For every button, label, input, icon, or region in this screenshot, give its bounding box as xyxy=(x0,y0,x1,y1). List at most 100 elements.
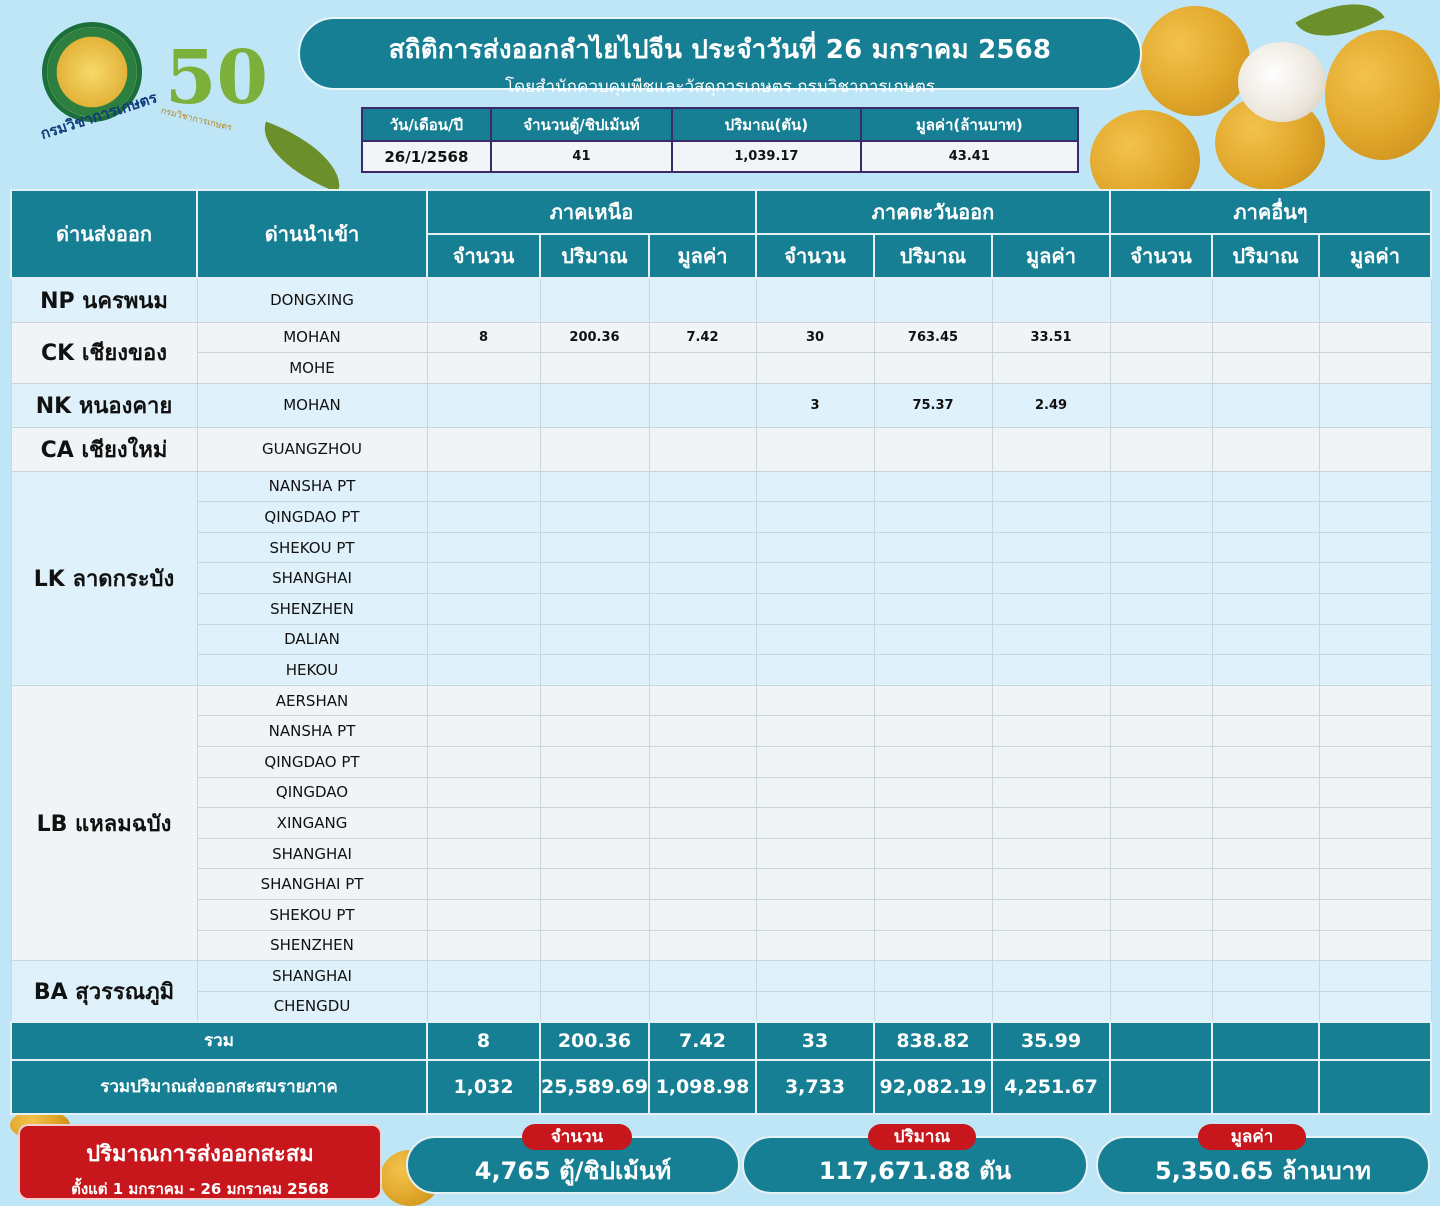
table-row: SHEKOU PT xyxy=(11,899,1432,931)
total-east-count: 33 xyxy=(755,1020,875,1061)
table-row: LK ลาดกระบัง NANSHA PT xyxy=(10,470,1432,686)
import-port: MOHAN xyxy=(196,382,428,428)
north-value: 7.42 xyxy=(648,321,757,354)
table-row: MOHE xyxy=(11,352,1432,384)
cumulative-north-value: 1,098.98 xyxy=(648,1058,757,1115)
table-row: QINGDAO PT xyxy=(11,501,1432,533)
summary-date: 26/1/2568 xyxy=(361,140,492,173)
subheader-count: จำนวน xyxy=(426,233,541,279)
cumulative-value-pill: 5,350.65 ล้านบาท xyxy=(1096,1136,1430,1194)
title-banner: สถิติการส่งออกลำไยไปจีน ประจำวันที่ 26 ม… xyxy=(298,17,1142,97)
table-row: QINGDAO xyxy=(11,776,1432,809)
cumulative-value-tag: มูลค่า xyxy=(1198,1124,1306,1150)
header-region-east: ภาคตะวันออก xyxy=(754,189,1112,235)
east-volume: 763.45 xyxy=(873,321,993,354)
import-port: SHANGHAI xyxy=(196,960,428,992)
page-subtitle: โดยสำนักควบคุมพืชและวัสดุการเกษตร กรมวิช… xyxy=(504,77,936,97)
table-row: SHANGHAI PT xyxy=(11,868,1432,900)
subheader-count: จำนวน xyxy=(1109,233,1214,279)
import-port: QINGDAO PT xyxy=(196,746,428,778)
import-port: SHEKOU PT xyxy=(196,899,428,931)
import-port: MOHAN xyxy=(196,321,428,354)
export-checkpoint-ba: BA สุวรรณภูมิ xyxy=(10,960,198,1023)
export-checkpoint-ca: CA เชียงใหม่ xyxy=(10,426,198,472)
table-row: SHANGHAI xyxy=(11,837,1432,870)
subheader-value: มูลค่า xyxy=(648,233,757,279)
table-row: SHENZHEN xyxy=(11,593,1432,625)
subheader-volume: ปริมาณ xyxy=(873,233,993,279)
east-value: 2.49 xyxy=(991,382,1111,428)
total-label: รวม xyxy=(10,1020,428,1061)
cumulative-east-value: 4,251.67 xyxy=(990,1058,1112,1115)
summary-header-count: จำนวนตู้/ชิปเม้นท์ xyxy=(489,106,674,143)
cumulative-period: ตั้งแต่ 1 มกราคม - 26 มกราคม 2568 xyxy=(71,1180,329,1198)
table-row: HEKOU xyxy=(11,654,1432,686)
import-port: AERSHAN xyxy=(196,684,428,717)
total-east-volume: 838.82 xyxy=(873,1020,993,1061)
import-port: DONGXING xyxy=(196,277,428,323)
header-export-checkpoint: ด่านส่งออก xyxy=(10,189,198,279)
import-port: NANSHA PT xyxy=(196,715,428,748)
import-port: SHEKOU PT xyxy=(196,531,428,564)
department-seal-logo xyxy=(42,22,142,122)
cumulative-count-tag: จำนวน xyxy=(522,1124,632,1150)
total-row: รวม 8 200.36 7.42 33 838.82 35.99 xyxy=(10,1020,1433,1061)
export-checkpoint-lk: LK ลาดกระบัง xyxy=(10,470,198,686)
cumulative-label: รวมปริมาณส่งออกสะสมรายภาค xyxy=(10,1058,428,1115)
header-region-other: ภาคอื่นๆ xyxy=(1109,189,1433,235)
longan-fruit-decoration xyxy=(1325,30,1440,160)
cumulative-row: รวมปริมาณส่งออกสะสมรายภาค 1,032 25,589.6… xyxy=(10,1058,1433,1115)
import-port: DALIAN xyxy=(196,623,428,656)
table-row: SHEKOU PT xyxy=(11,531,1432,564)
east-volume: 75.37 xyxy=(873,382,993,428)
import-port: CHENGDU xyxy=(196,990,428,1023)
cumulative-period-box: ปริมาณการส่งออกสะสม ตั้งแต่ 1 มกราคม - 2… xyxy=(18,1124,382,1200)
summary-volume: 1,039.17 xyxy=(671,140,862,173)
total-north-count: 8 xyxy=(426,1020,541,1061)
east-count: 30 xyxy=(755,321,875,354)
subheader-count: จำนวน xyxy=(755,233,875,279)
table-row: CHENGDU xyxy=(11,990,1432,1023)
cumulative-volume-tag: ปริมาณ xyxy=(868,1124,976,1150)
summary-header-value: มูลค่า(ล้านบาท) xyxy=(859,106,1080,143)
anniversary-50-logo: 50 xyxy=(165,35,268,121)
cumulative-north-volume: 25,589.69 xyxy=(539,1058,650,1115)
import-port: SHANGHAI xyxy=(196,562,428,595)
daily-summary-table: วัน/เดือน/ปี จำนวนตู้/ชิปเม้นท์ ปริมาณ(ต… xyxy=(361,106,1080,173)
cumulative-north-count: 1,032 xyxy=(426,1058,541,1115)
total-north-volume: 200.36 xyxy=(539,1020,650,1061)
subheader-value: มูลค่า xyxy=(1318,233,1433,279)
summary-header-volume: ปริมาณ(ตัน) xyxy=(671,106,862,143)
table-row: NK หนองคาย MOHAN 3 75.37 2.49 xyxy=(10,382,1432,428)
export-checkpoint-ck: CK เชียงของ xyxy=(10,321,198,384)
import-port: HEKOU xyxy=(196,654,428,686)
subheader-volume: ปริมาณ xyxy=(539,233,650,279)
import-port: SHANGHAI xyxy=(196,837,428,870)
table-row: CK เชียงของ MOHAN 8 200.36 7.42 30 763.4… xyxy=(10,321,1432,384)
summary-count: 41 xyxy=(489,140,674,173)
import-port: SHENZHEN xyxy=(196,593,428,625)
page-title: สถิติการส่งออกลำไยไปจีน ประจำวันที่ 26 ม… xyxy=(388,35,1052,65)
total-east-value: 35.99 xyxy=(990,1020,1112,1061)
table-row: NP นครพนม DONGXING xyxy=(10,277,1432,323)
import-port: XINGANG xyxy=(196,807,428,839)
leaf-decoration xyxy=(251,121,353,193)
export-checkpoint-lb: LB แหลมฉบัง xyxy=(10,684,198,962)
import-port: SHENZHEN xyxy=(196,929,428,962)
cumulative-title: ปริมาณการส่งออกสะสม xyxy=(86,1142,314,1167)
import-port: NANSHA PT xyxy=(196,470,428,503)
east-count: 3 xyxy=(755,382,875,428)
table-row: CA เชียงใหม่ GUANGZHOU xyxy=(10,426,1432,472)
cumulative-east-count: 3,733 xyxy=(755,1058,875,1115)
export-checkpoint-np: NP นครพนม xyxy=(10,277,198,323)
north-volume: 200.36 xyxy=(539,321,650,354)
total-north-value: 7.42 xyxy=(648,1020,757,1061)
table-row: BA สุวรรณภูมิ SHANGHAI xyxy=(10,960,1432,1023)
cumulative-east-volume: 92,082.19 xyxy=(873,1058,993,1115)
east-value: 33.51 xyxy=(991,321,1111,354)
table-row: QINGDAO PT xyxy=(11,746,1432,778)
table-row: LB แหลมฉบัง AERSHAN xyxy=(10,684,1432,962)
table-row: XINGANG xyxy=(11,807,1432,839)
import-port: QINGDAO PT xyxy=(196,501,428,533)
header-region-north: ภาคเหนือ xyxy=(426,189,757,235)
